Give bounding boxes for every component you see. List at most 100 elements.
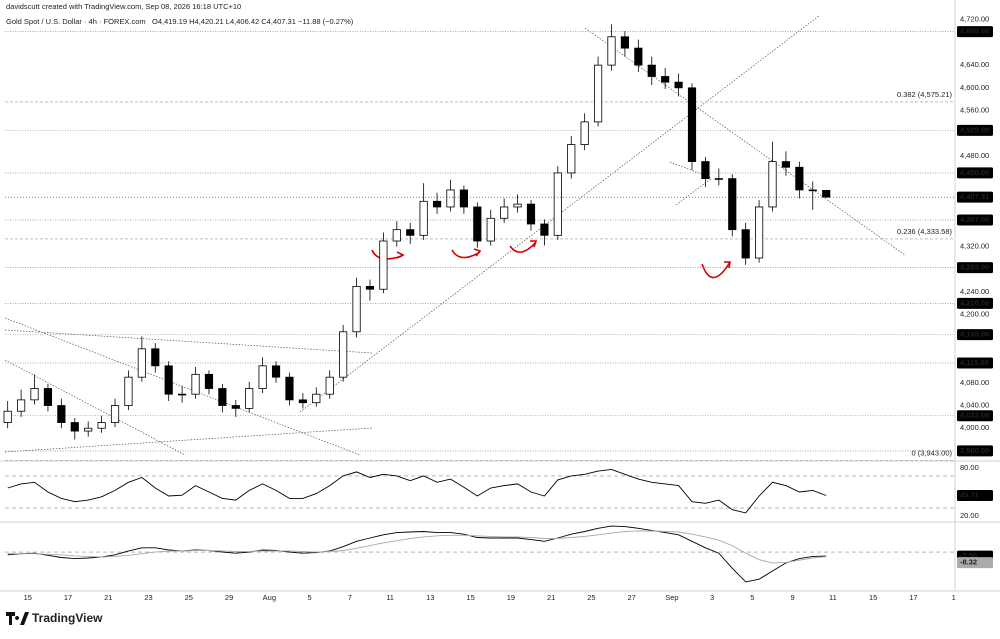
symbol: Gold Spot / U.S. Dollar · 4h · FOREX.com bbox=[6, 17, 146, 26]
price-tag-box bbox=[957, 167, 993, 179]
candle-body bbox=[553, 172, 562, 236]
price-tag-label: 4,699.00 bbox=[960, 27, 989, 36]
x-tick-label: 21 bbox=[547, 593, 555, 602]
candle-body bbox=[593, 64, 603, 123]
candle-body bbox=[701, 161, 710, 180]
candle-body bbox=[459, 189, 468, 208]
x-tick-label: 7 bbox=[348, 593, 352, 602]
y-tick-label: 4,320.00 bbox=[960, 242, 989, 251]
candle-body bbox=[647, 64, 656, 77]
x-tick-label: 3 bbox=[710, 593, 714, 602]
candle-body bbox=[540, 223, 549, 236]
candle-body bbox=[151, 348, 160, 367]
price-tag-box bbox=[957, 214, 993, 226]
price-tag-label: 4,525.00 bbox=[960, 125, 989, 134]
price-tag-box bbox=[957, 329, 993, 341]
fib-label: 0.382 (4,575.21) bbox=[897, 90, 953, 99]
candle-body bbox=[43, 388, 53, 406]
price-tag-label: 4,220.00 bbox=[960, 298, 989, 307]
x-tick-label: 11 bbox=[386, 593, 394, 602]
candle-body bbox=[285, 376, 294, 401]
y-tick-label: 4,720.00 bbox=[960, 15, 989, 24]
candle-body bbox=[271, 365, 281, 378]
candle-body bbox=[755, 206, 764, 259]
price-tag-label: -8.32 bbox=[960, 558, 977, 567]
candle-body bbox=[473, 206, 482, 242]
candle-body bbox=[486, 217, 495, 242]
candle-body bbox=[768, 161, 777, 208]
x-tick-label: Aug bbox=[263, 593, 276, 602]
logo: TradingView bbox=[6, 611, 103, 625]
candle-body bbox=[419, 200, 428, 236]
candle-body bbox=[795, 166, 804, 191]
candle-body bbox=[191, 373, 200, 395]
x-tick-label: 9 bbox=[791, 593, 795, 602]
candle-body bbox=[30, 388, 39, 401]
candle-body bbox=[728, 178, 737, 231]
candle-body bbox=[446, 189, 455, 208]
candle-body bbox=[661, 76, 670, 83]
price-tag-label: 45.71 bbox=[960, 490, 979, 499]
candle-body bbox=[110, 405, 120, 423]
candle-body bbox=[513, 203, 522, 208]
candle-body bbox=[57, 405, 66, 423]
candle-body bbox=[84, 427, 93, 432]
series-line bbox=[7, 530, 827, 564]
y-tick-label: 80.00 bbox=[960, 463, 979, 472]
price-tag-label: 4,022.00 bbox=[960, 411, 989, 420]
series-line bbox=[7, 525, 827, 583]
price-tag-label: 4,165.00 bbox=[960, 330, 989, 339]
candle-body bbox=[70, 422, 79, 432]
price-tag-label: -7.50 bbox=[960, 551, 977, 560]
credit: davidscutt created with TradingView.com,… bbox=[6, 2, 241, 11]
series-line bbox=[7, 468, 827, 514]
y-tick-label: 4,600.00 bbox=[960, 83, 989, 92]
candle-body bbox=[379, 240, 388, 290]
candle-body bbox=[687, 87, 697, 162]
x-tick-label: 17 bbox=[909, 593, 917, 602]
candle-body bbox=[137, 348, 146, 378]
annotation-arrows bbox=[371, 240, 731, 279]
candle-body bbox=[781, 161, 791, 168]
candle-body bbox=[567, 144, 576, 174]
x-tick-label: 21 bbox=[104, 593, 112, 602]
y-tick-label: 4,000.00 bbox=[960, 423, 989, 432]
brand: TradingView bbox=[32, 611, 103, 625]
price-tag-box bbox=[957, 26, 993, 38]
candle-body bbox=[500, 206, 509, 219]
candle-body bbox=[178, 393, 187, 396]
candle-body bbox=[352, 285, 361, 333]
x-tick-label: 25 bbox=[587, 593, 595, 602]
x-tick-label: 15 bbox=[869, 593, 877, 602]
candle-body bbox=[620, 36, 630, 49]
candle-body bbox=[822, 190, 831, 198]
price-tag-box bbox=[957, 124, 993, 136]
candle-body bbox=[674, 81, 683, 89]
candle-body bbox=[365, 285, 375, 290]
y-tick-label: 4,240.00 bbox=[960, 287, 989, 296]
x-tick-label: 19 bbox=[507, 593, 515, 602]
x-tick-label: 11 bbox=[829, 593, 837, 602]
price-tag-box bbox=[957, 557, 993, 569]
candle-body bbox=[714, 178, 723, 180]
price-tag-label: 4,407.31 bbox=[960, 192, 989, 201]
fib-label: 0.236 (4,333.58) bbox=[897, 227, 953, 236]
price-tag-box bbox=[957, 489, 993, 501]
candle-body bbox=[245, 388, 254, 409]
x-tick-label: 17 bbox=[64, 593, 72, 602]
y-tick-label: 4,480.00 bbox=[960, 151, 989, 160]
candle-body bbox=[258, 365, 267, 389]
x-tick-label: 1 bbox=[952, 593, 956, 602]
price-tag-box bbox=[957, 191, 993, 203]
y-tick-label: 4,040.00 bbox=[960, 401, 989, 410]
x-tick-label: 15 bbox=[24, 593, 32, 602]
candle-body bbox=[17, 399, 26, 412]
candle-body bbox=[218, 388, 227, 406]
candle-body bbox=[312, 393, 321, 404]
candle-body bbox=[97, 422, 106, 429]
candle-body bbox=[164, 365, 173, 395]
candle-body bbox=[432, 200, 442, 208]
y-tick-label: 4,560.00 bbox=[960, 106, 989, 115]
